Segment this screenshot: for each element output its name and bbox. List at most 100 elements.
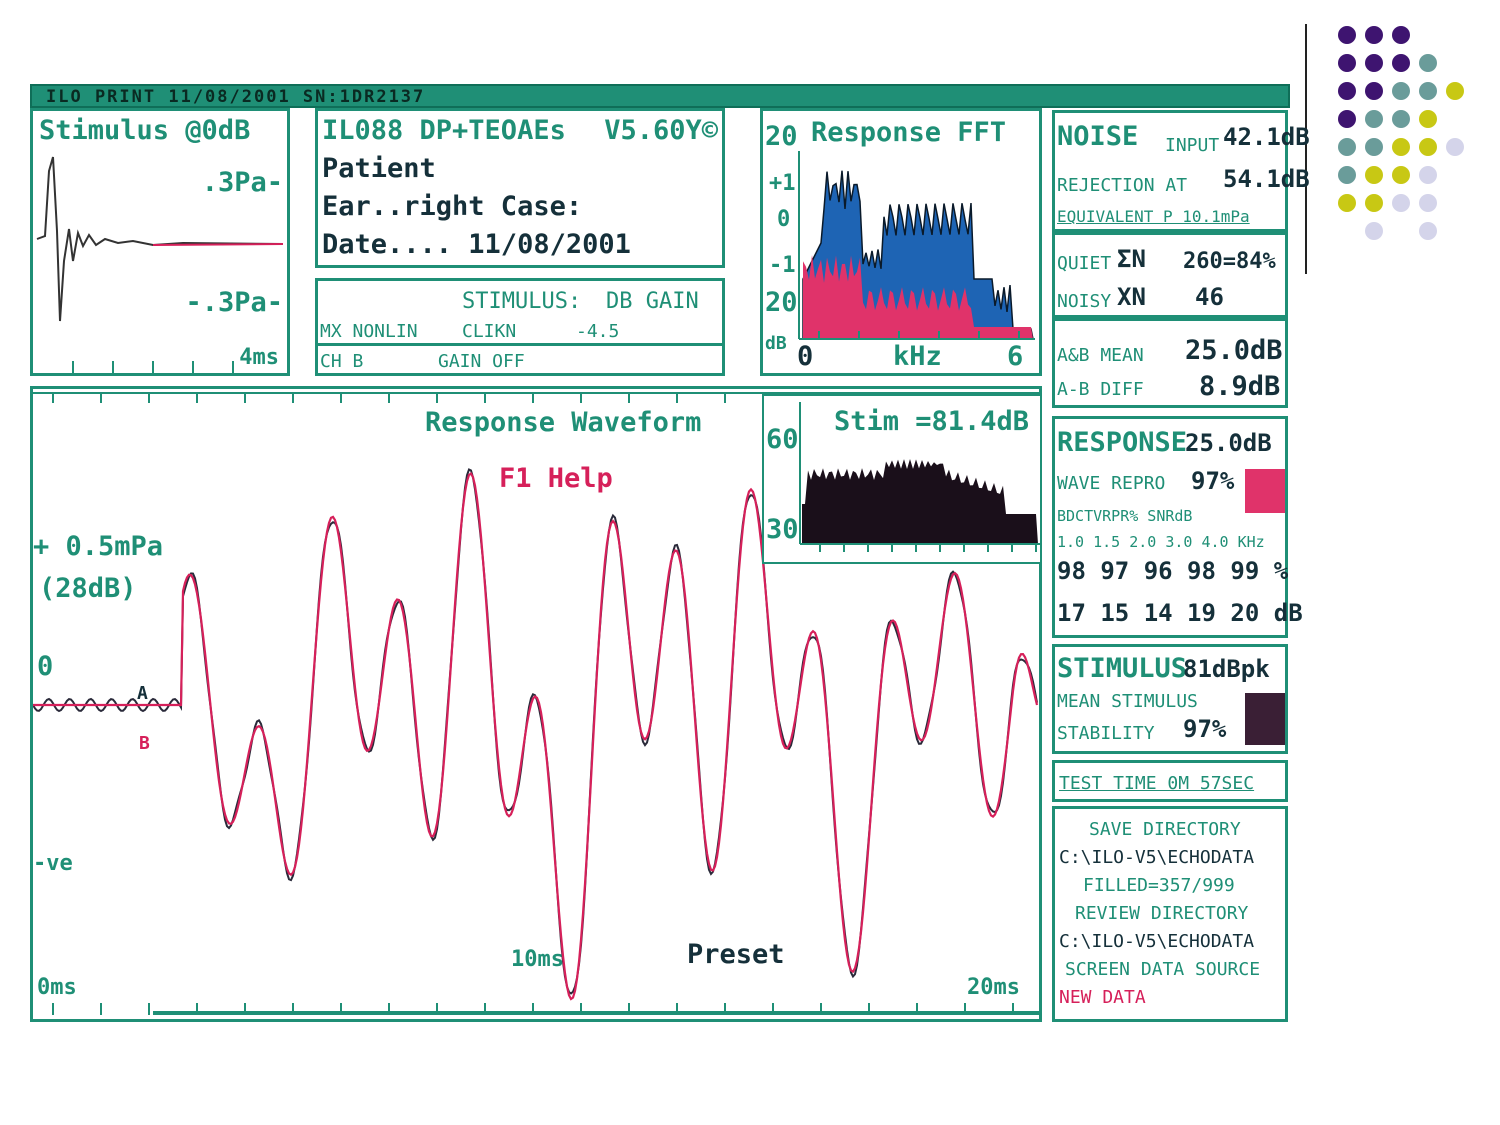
noisy-label: NOISY (1057, 291, 1112, 312)
waveform-title: Response Waveform (425, 407, 702, 438)
decorative-dot (1419, 54, 1437, 72)
wave-repro-value: 97% (1191, 467, 1235, 495)
response-value: 25.0dB (1185, 429, 1272, 457)
fft-plot (798, 151, 1035, 340)
channel-b-marker: B (139, 733, 150, 754)
decorative-dot (1392, 110, 1410, 128)
stim-spectrum-plot (799, 402, 1040, 552)
decorative-dot (1446, 138, 1464, 156)
decorative-dot (1419, 166, 1437, 184)
waveform-zero-label: 0 (37, 651, 54, 682)
ab-diff-label: A-B DIFF (1057, 379, 1144, 400)
decorative-dot (1338, 26, 1356, 44)
decorative-dot (1365, 110, 1383, 128)
noise-label: NOISE (1057, 121, 1139, 152)
stim-spectrum-series (802, 459, 1038, 544)
quiet-noisy-panel: QUIET ΣN 260=84% NOISY XN 46 (1052, 232, 1288, 318)
decorative-dot (1419, 82, 1437, 100)
response-title: RESPONSE (1057, 427, 1188, 458)
decorative-dot (1365, 222, 1383, 240)
date-label: Date.... 11/08/2001 (322, 229, 631, 260)
stim-y-top: 60 (766, 424, 799, 455)
save-directory-path: C:\ILO-V5\ECHODATA (1059, 847, 1255, 868)
test-time-label: TEST TIME 0M 57SEC (1059, 773, 1255, 794)
stimulus-title: Stimulus @0dB (39, 115, 251, 146)
rejection-value: 54.1dB (1223, 165, 1310, 193)
waveform-plot (33, 392, 1039, 1015)
decorative-dot (1338, 166, 1356, 184)
decorative-dot (1365, 194, 1383, 212)
decorative-dot (1365, 26, 1383, 44)
band-header: BDCTVRPR% SNRdB (1057, 507, 1193, 525)
decorative-dot (1338, 138, 1356, 156)
channel-a-marker: A (137, 683, 148, 704)
wave-repro-label: WAVE REPRO (1057, 473, 1166, 494)
decorative-dot (1446, 82, 1464, 100)
preset-label[interactable]: Preset (687, 939, 785, 970)
ear-label: Ear..right Case: (322, 191, 583, 222)
gain-header: DB GAIN (606, 289, 699, 314)
settings-panel: STIMULUS: DB GAIN MX NONLIN CLIKN -4.5 C… (315, 278, 725, 376)
stimulus-summary-title: STIMULUS (1057, 653, 1188, 684)
fft-y-unit: dB (765, 333, 787, 354)
waveform-x-mid: 10ms (511, 947, 564, 972)
fft-noise-series (803, 255, 1033, 339)
ab-diff-value: 8.9dB (1199, 371, 1281, 402)
patient-label: Patient (322, 153, 436, 184)
help-hint[interactable]: F1 Help (499, 463, 613, 494)
settings-divider (318, 343, 722, 346)
decorative-dot (1392, 138, 1410, 156)
stim-y-bottom: 30 (766, 514, 799, 545)
test-time-panel: TEST TIME 0M 57SEC (1052, 760, 1288, 802)
fft-title: Response FFT (811, 117, 1007, 148)
waveform-x-end: 20ms (967, 975, 1020, 1000)
decorative-divider (1305, 24, 1307, 274)
decorative-dot (1338, 82, 1356, 100)
stimulus-indicator (1245, 693, 1285, 745)
stimulus-waveform (36, 156, 284, 373)
waveform-neg-label: -ve (33, 851, 73, 876)
fft-x-start: 0 (797, 341, 814, 372)
stimulus-summary-panel: STIMULUS 81dBpk MEAN STIMULUS STABILITY … (1052, 644, 1288, 754)
stim-title: Stim =81.4dB (834, 406, 1030, 437)
decorative-dot (1392, 54, 1410, 72)
channel-label: CH B (320, 351, 364, 372)
noise-input-label: INPUT (1165, 135, 1220, 156)
fft-panel: 20 +1 0 -1 20 dB Response FFT 0 kHz 6 (760, 108, 1042, 376)
mean-stimulus-label: MEAN STIMULUS (1057, 691, 1198, 712)
directory-panel: SAVE DIRECTORY C:\ILO-V5\ECHODATA FILLED… (1052, 806, 1288, 1022)
stim-spectrum-panel: 60 30 Stim =81.4dB (762, 394, 1042, 564)
equivalent-pressure: EQUIVALENT P 10.1mPa (1057, 207, 1250, 226)
stimulus-type-label: CLIKN (462, 321, 517, 342)
fft-y-plus: +1 (769, 171, 796, 196)
waveform-x-start: 0ms (37, 975, 77, 1000)
screen-source-value: NEW DATA (1059, 987, 1146, 1008)
decorative-dot (1365, 82, 1383, 100)
model-label: IL088 DP+TEOAEs (322, 115, 566, 146)
response-panel: RESPONSE 25.0dB WAVE REPRO 97% BDCTVRPR%… (1052, 416, 1303, 638)
noise-panel: NOISE INPUT 42.1dB REJECTION AT 54.1dB E… (1052, 110, 1310, 232)
fft-x-end: 6 (1007, 341, 1024, 372)
decorative-dot (1419, 138, 1437, 156)
stimulus-pos-label: .3Pa- (201, 167, 283, 198)
band-frequencies: 1.0 1.5 2.0 3.0 4.0 KHz (1057, 533, 1265, 551)
quiet-label: QUIET (1057, 253, 1112, 274)
fft-x-unit: kHz (893, 341, 942, 372)
noise-input-value: 42.1dB (1223, 123, 1310, 151)
band-snr-row: 17 15 14 19 20 dB (1057, 599, 1303, 627)
gain-value: -4.5 (576, 321, 620, 342)
stimulus-time-label: 4ms (239, 345, 279, 370)
quiet-value: 260=84% (1183, 249, 1276, 274)
gain-state-label: GAIN OFF (438, 351, 525, 372)
decorative-dot (1392, 166, 1410, 184)
rejection-label: REJECTION AT (1057, 175, 1188, 196)
stimulus-panel: Stimulus @0dB .3Pa- -.3Pa- 4ms (30, 108, 290, 376)
screen-source-label: SCREEN DATA SOURCE (1065, 959, 1261, 980)
waveform-channel-b (33, 472, 1039, 1001)
decorative-dot (1338, 194, 1356, 212)
decorative-dot (1392, 82, 1410, 100)
stability-value: 97% (1183, 715, 1227, 743)
stimulus-summary-value: 81dBpk (1183, 655, 1270, 683)
ab-mean-label: A&B MEAN (1057, 345, 1144, 366)
filled-count: FILLED=357/999 (1083, 875, 1235, 896)
